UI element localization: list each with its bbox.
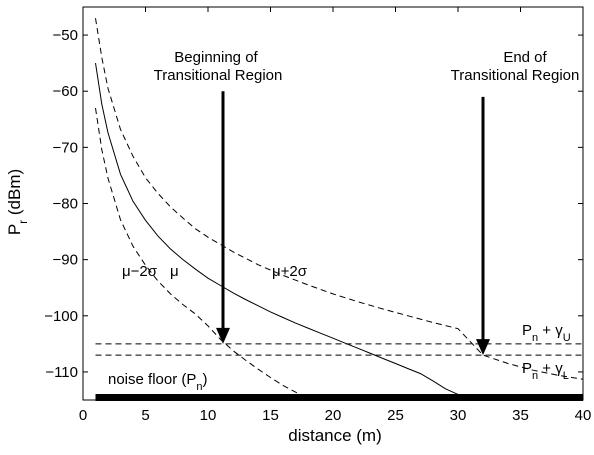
noise-floor-bar: [95, 394, 583, 401]
begin-arrow-label-line1: Beginning of: [174, 49, 258, 66]
series-mu-minus-2sigma-line: [95, 108, 309, 399]
x-axis-label: distance (m): [288, 426, 382, 445]
x-tick-label: 5: [141, 407, 149, 424]
y-tick-label: −100: [44, 308, 78, 325]
x-tick-label: 25: [387, 407, 404, 424]
end-arrow-label-line1: End of: [503, 49, 547, 66]
y-tick-label: −60: [53, 83, 78, 100]
noise-floor-label: noise floor (Pn): [108, 371, 208, 393]
series-mu-plus-2sigma-line: [95, 18, 583, 380]
arrow-end-head: [476, 339, 490, 356]
x-tick-label: 20: [325, 407, 342, 424]
y-tick-label: −90: [53, 252, 78, 269]
plot-area: 0 5 10 15 20 25 30 35 40 −110 −100 −90 −80 −70 −60 −50: [44, 6, 592, 424]
y-tick-label: −110: [45, 364, 78, 381]
y-tick-label: −50: [53, 27, 78, 44]
begin-arrow-label-line2: Transitional Region: [154, 67, 283, 84]
x-tick-label: 30: [450, 407, 467, 424]
arrow-beginning-head: [216, 327, 230, 344]
y-tick-label: −80: [53, 196, 78, 213]
mu-label: μ: [170, 263, 179, 280]
y-axis-label: Pr (dBm): [5, 169, 30, 235]
end-arrow-label-line2: Transitional Region: [451, 67, 580, 84]
gamma-u-label: Pn + γU: [522, 322, 571, 344]
x-tick-label: 15: [262, 407, 279, 424]
x-tick-label: 40: [575, 407, 592, 424]
x-tick-label: 0: [79, 407, 87, 424]
x-tick-label: 35: [512, 407, 529, 424]
mu-plus-2sigma-label: μ+2σ: [272, 263, 308, 280]
curves-group: [95, 18, 583, 399]
gamma-l-label: Pn + γL: [522, 360, 569, 382]
mu-minus-2sigma-label: μ−2σ: [122, 263, 158, 280]
y-tick-label: −70: [53, 139, 78, 156]
x-tick-label: 10: [200, 407, 217, 424]
series-mu-line: [95, 63, 459, 395]
